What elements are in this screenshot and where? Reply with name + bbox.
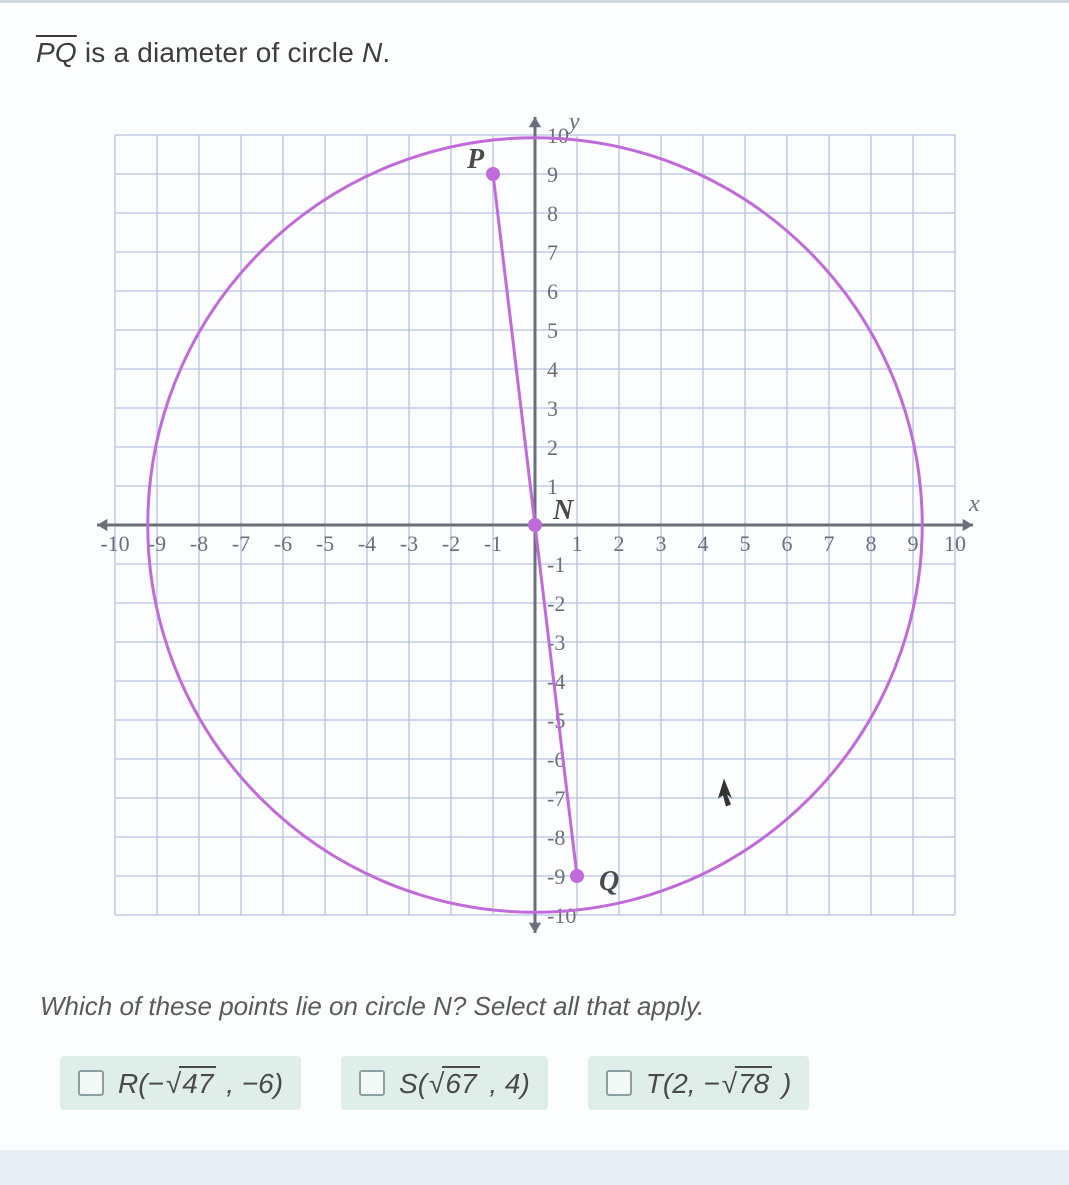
svg-text:-10: -10	[547, 903, 576, 928]
checkbox-icon[interactable]	[359, 1070, 385, 1096]
choice-label: R(−47 , −6)	[118, 1066, 283, 1100]
segment-name: PQ	[36, 37, 77, 68]
circle-name: N	[362, 37, 382, 68]
svg-text:-9: -9	[547, 864, 565, 889]
svg-text:9: 9	[547, 162, 558, 187]
svg-text:-2: -2	[441, 531, 459, 556]
svg-text:-3: -3	[399, 531, 417, 556]
svg-text:10: 10	[944, 531, 966, 556]
svg-text:3: 3	[655, 531, 666, 556]
svg-text:-7: -7	[547, 786, 565, 811]
checkbox-icon[interactable]	[78, 1070, 104, 1096]
svg-text:x: x	[968, 491, 980, 517]
svg-text:-10: -10	[100, 531, 129, 556]
page-container: PQ is a diameter of circle N. -10-9-8-7-…	[0, 0, 1069, 1150]
svg-text:-8: -8	[547, 825, 565, 850]
svg-text:-2: -2	[547, 591, 565, 616]
coordinate-graph: -10-9-8-7-6-5-4-3-2-112345678910-10-9-8-…	[75, 95, 995, 955]
svg-text:6: 6	[547, 279, 558, 304]
choice-label: T(2, −78 )	[646, 1066, 792, 1100]
svg-text:10: 10	[547, 123, 569, 148]
svg-text:5: 5	[547, 318, 558, 343]
svg-text:Q: Q	[599, 866, 619, 897]
svg-text:1: 1	[571, 531, 582, 556]
svg-text:-6: -6	[273, 531, 291, 556]
figure-wrap: -10-9-8-7-6-5-4-3-2-112345678910-10-9-8-…	[32, 95, 1037, 955]
svg-text:4: 4	[547, 357, 558, 382]
svg-text:2: 2	[547, 435, 558, 460]
choice-r[interactable]: R(−47 , −6)	[60, 1056, 301, 1110]
svg-text:8: 8	[865, 531, 876, 556]
svg-text:5: 5	[739, 531, 750, 556]
prompt-text: PQ is a diameter of circle N.	[36, 37, 1037, 69]
svg-text:N: N	[552, 495, 575, 526]
svg-text:-8: -8	[189, 531, 207, 556]
choice-label: S(67 , 4)	[399, 1066, 530, 1100]
svg-text:8: 8	[547, 201, 558, 226]
svg-text:2: 2	[613, 531, 624, 556]
svg-text:3: 3	[547, 396, 558, 421]
svg-text:-7: -7	[231, 531, 249, 556]
choice-t[interactable]: T(2, −78 )	[588, 1056, 810, 1110]
svg-text:6: 6	[781, 531, 792, 556]
checkbox-icon[interactable]	[606, 1070, 632, 1096]
choice-s[interactable]: S(67 , 4)	[341, 1056, 548, 1110]
svg-text:4: 4	[697, 531, 708, 556]
answer-choices: R(−47 , −6) S(67 , 4) T(2, −78 )	[60, 1056, 1037, 1110]
svg-text:P: P	[466, 144, 485, 175]
svg-text:-4: -4	[357, 531, 375, 556]
svg-text:7: 7	[823, 531, 834, 556]
svg-text:7: 7	[547, 240, 558, 265]
question-text: Which of these points lie on circle N? S…	[40, 991, 1029, 1022]
svg-text:y: y	[567, 109, 580, 135]
svg-text:-1: -1	[483, 531, 501, 556]
svg-text:9: 9	[907, 531, 918, 556]
svg-text:-5: -5	[315, 531, 333, 556]
svg-text:-1: -1	[547, 552, 565, 577]
svg-text:-9: -9	[147, 531, 165, 556]
